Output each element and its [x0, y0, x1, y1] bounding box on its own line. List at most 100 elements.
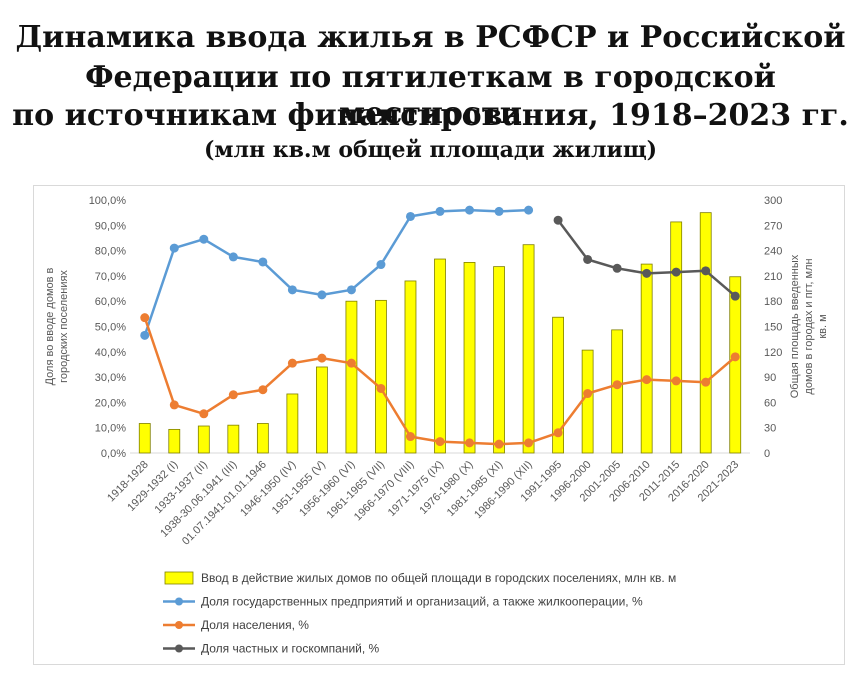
bar — [522, 244, 535, 454]
y-left-tick-label: 90,0% — [95, 220, 126, 232]
y-left-tick-label: 100,0% — [89, 195, 127, 207]
series-point — [642, 268, 652, 278]
series-point — [140, 330, 150, 340]
legend-marker — [175, 621, 183, 629]
series-point — [671, 267, 681, 277]
y-right-tick-label: 60 — [764, 397, 776, 409]
series-point — [612, 380, 622, 390]
chart-title-line-3: по источникам финансирования, 1918–2023 … — [12, 98, 849, 133]
bar — [138, 423, 151, 454]
series-point — [258, 257, 268, 267]
y-left-tick-label: 30,0% — [95, 372, 126, 384]
chart-title-line-2: Федерации по пятилеткам в городской мест… — [85, 60, 776, 131]
legend-marker — [175, 644, 183, 653]
y-left-tick-label: 50,0% — [95, 322, 126, 334]
legend-swatch — [164, 571, 194, 585]
series-point — [405, 211, 415, 221]
series-point — [494, 439, 504, 449]
bar — [463, 262, 476, 454]
bar — [493, 266, 505, 454]
bar — [345, 300, 358, 454]
chart-axes: 0,0% 10,0% 20,0% 30,0% 40,0% 50,0% 60,0% 70,0% 8… — [44, 195, 829, 460]
bar — [581, 349, 594, 454]
bar — [227, 424, 240, 454]
bar — [434, 258, 446, 454]
y-right-tick-label: 90 — [764, 372, 776, 384]
bar — [286, 393, 299, 454]
series-point — [376, 260, 386, 270]
series-point — [494, 206, 504, 216]
series-point — [169, 243, 179, 253]
series-point — [701, 266, 711, 276]
series-point — [405, 432, 415, 442]
y-left-tick-label: 0,0% — [101, 448, 126, 460]
series-point — [524, 205, 534, 215]
y-left-tick-label: 40,0% — [95, 347, 126, 359]
y-right-tick-label: 300 — [764, 195, 782, 207]
series-point — [642, 375, 652, 385]
series-point — [287, 358, 297, 368]
series-point — [258, 385, 268, 395]
series-point — [612, 263, 622, 273]
legend-marker — [175, 597, 183, 606]
y-right-tick-label: 0 — [764, 448, 770, 460]
bar — [729, 276, 742, 454]
chart-subtitle: (млн кв.м общей площади жилищ) — [203, 137, 658, 163]
y-left-tick-label: 10,0% — [95, 423, 126, 435]
y-right-tick-label: 120 — [764, 347, 782, 359]
legend-label: Доля частных и госкомпаний, % — [201, 642, 380, 656]
series-point — [553, 428, 563, 438]
series-point — [287, 285, 297, 295]
series-point — [228, 390, 238, 400]
series-point — [583, 254, 593, 264]
y-left-tick-label: 20,0% — [95, 397, 126, 409]
bar — [670, 221, 683, 454]
bar — [552, 316, 564, 454]
series-point — [199, 234, 209, 244]
series-point — [730, 291, 740, 301]
series-point — [317, 290, 327, 300]
line-series — [140, 205, 740, 449]
series-line — [143, 208, 529, 336]
y-right-tick-label: 30 — [764, 423, 776, 435]
bar-series — [138, 212, 742, 454]
bar — [375, 299, 387, 454]
y-right-tick-label: 180 — [764, 296, 782, 308]
series-point — [583, 389, 593, 399]
chart-title-line-1: Динамика ввода жилья в РСФСР и Российско… — [15, 20, 846, 55]
legend: Ввод в действие жилых домов по общей пло… — [163, 571, 676, 656]
bar — [404, 280, 417, 454]
bar — [168, 428, 181, 454]
y-right-tick-label: 150 — [764, 322, 782, 334]
series-point — [435, 437, 445, 447]
series-point — [435, 206, 445, 216]
series-point — [317, 353, 327, 363]
bar — [640, 263, 653, 454]
legend-label: Доля населения, % — [201, 618, 309, 632]
series-point — [199, 409, 209, 419]
series-point — [140, 313, 150, 323]
bar — [316, 366, 328, 454]
series-point — [524, 438, 534, 448]
series-point — [346, 285, 356, 295]
legend-label: Ввод в действие жилых домов по общей пло… — [201, 571, 676, 585]
series-point — [730, 352, 740, 362]
y-left-tick-label: 60,0% — [95, 296, 126, 308]
legend-label: Доля государственных предприятий и орган… — [201, 595, 643, 609]
bar — [611, 329, 624, 454]
y-left-tick-label: 70,0% — [95, 271, 126, 283]
series-point — [671, 376, 681, 386]
series-point — [169, 400, 179, 410]
y-right-tick-label: 270 — [764, 220, 782, 232]
y-left-axis-title: Доля во вводе домов в городских поселения… — [44, 267, 70, 385]
y-right-axis-title: Общая площадь введенных домов в городах и… — [789, 254, 829, 398]
bar — [256, 423, 269, 454]
bar — [699, 212, 712, 454]
y-left-tick-label: 80,0% — [95, 246, 126, 258]
series-point — [701, 377, 711, 387]
series-point — [228, 252, 238, 262]
y-right-tick-label: 240 — [764, 246, 782, 258]
bar — [197, 425, 210, 454]
